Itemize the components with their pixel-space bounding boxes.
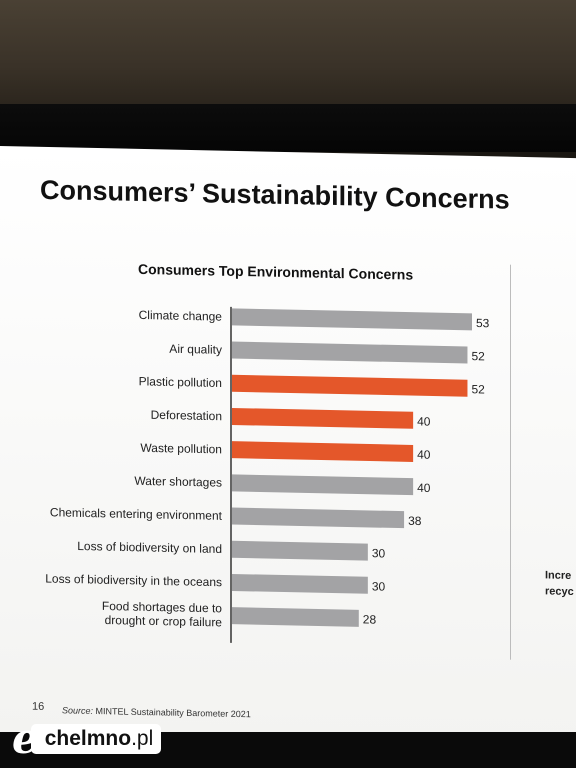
category-label: Food shortages due todrought or crop fai… <box>102 599 222 630</box>
page-number: 16 <box>32 700 45 713</box>
data-label: 40 <box>417 481 431 495</box>
bar <box>232 507 405 529</box>
category-label: Waste pollution <box>140 441 222 457</box>
watermark-logo: e chelmno.pl <box>12 714 162 763</box>
background-wall <box>0 0 576 110</box>
source-label: Source: <box>62 705 94 716</box>
category-label: Climate change <box>139 308 223 324</box>
bar <box>232 607 359 627</box>
bar <box>232 540 368 561</box>
bar <box>232 341 468 364</box>
category-label: Water shortages <box>134 474 222 490</box>
data-label: 30 <box>372 579 386 593</box>
presentation-slide: Consumers’ Sustainability Concerns Consu… <box>0 146 576 745</box>
data-label: 40 <box>417 414 431 428</box>
data-label: 52 <box>471 382 485 396</box>
source-note: Source: MINTEL Sustainability Barometer … <box>62 705 251 719</box>
logo-brand: chelmno <box>44 727 132 750</box>
column-divider <box>510 264 511 660</box>
data-label: 28 <box>363 612 377 626</box>
screen-bezel <box>0 104 576 152</box>
bar <box>232 474 414 496</box>
category-label: Chemicals entering environment <box>50 505 223 523</box>
data-label: 30 <box>372 546 386 560</box>
bar <box>232 441 414 462</box>
category-label: Loss of biodiversity on land <box>77 539 222 556</box>
side-text-line-2: recyc <box>545 585 574 599</box>
data-label: 53 <box>476 316 490 330</box>
bar-chart: Climate change 53 Air quality 52 Plastic pol… <box>45 306 490 643</box>
category-label: Plastic pollution <box>139 374 222 390</box>
data-label: 38 <box>408 514 422 528</box>
logo-letter: e <box>12 714 39 763</box>
logo-box: chelmno.pl <box>30 724 162 754</box>
category-label: Air quality <box>169 342 222 357</box>
category-label: Loss of biodiversity in the oceans <box>45 572 222 590</box>
data-label: 52 <box>471 349 485 363</box>
side-text-line-1: Incre <box>545 569 572 582</box>
category-label: Deforestation <box>151 408 222 423</box>
side-panel-text: Incre recyc <box>545 567 574 600</box>
bar <box>232 407 414 429</box>
bar <box>232 374 468 397</box>
slide-title: Consumers’ Sustainability Concerns <box>40 174 510 215</box>
bar <box>232 308 472 331</box>
chart-title: Consumers Top Environmental Concerns <box>138 260 414 283</box>
logo-domain: .pl <box>131 727 154 750</box>
bar <box>232 573 368 594</box>
data-label: 40 <box>417 448 431 462</box>
source-text: MINTEL Sustainability Barometer 2021 <box>95 706 251 720</box>
